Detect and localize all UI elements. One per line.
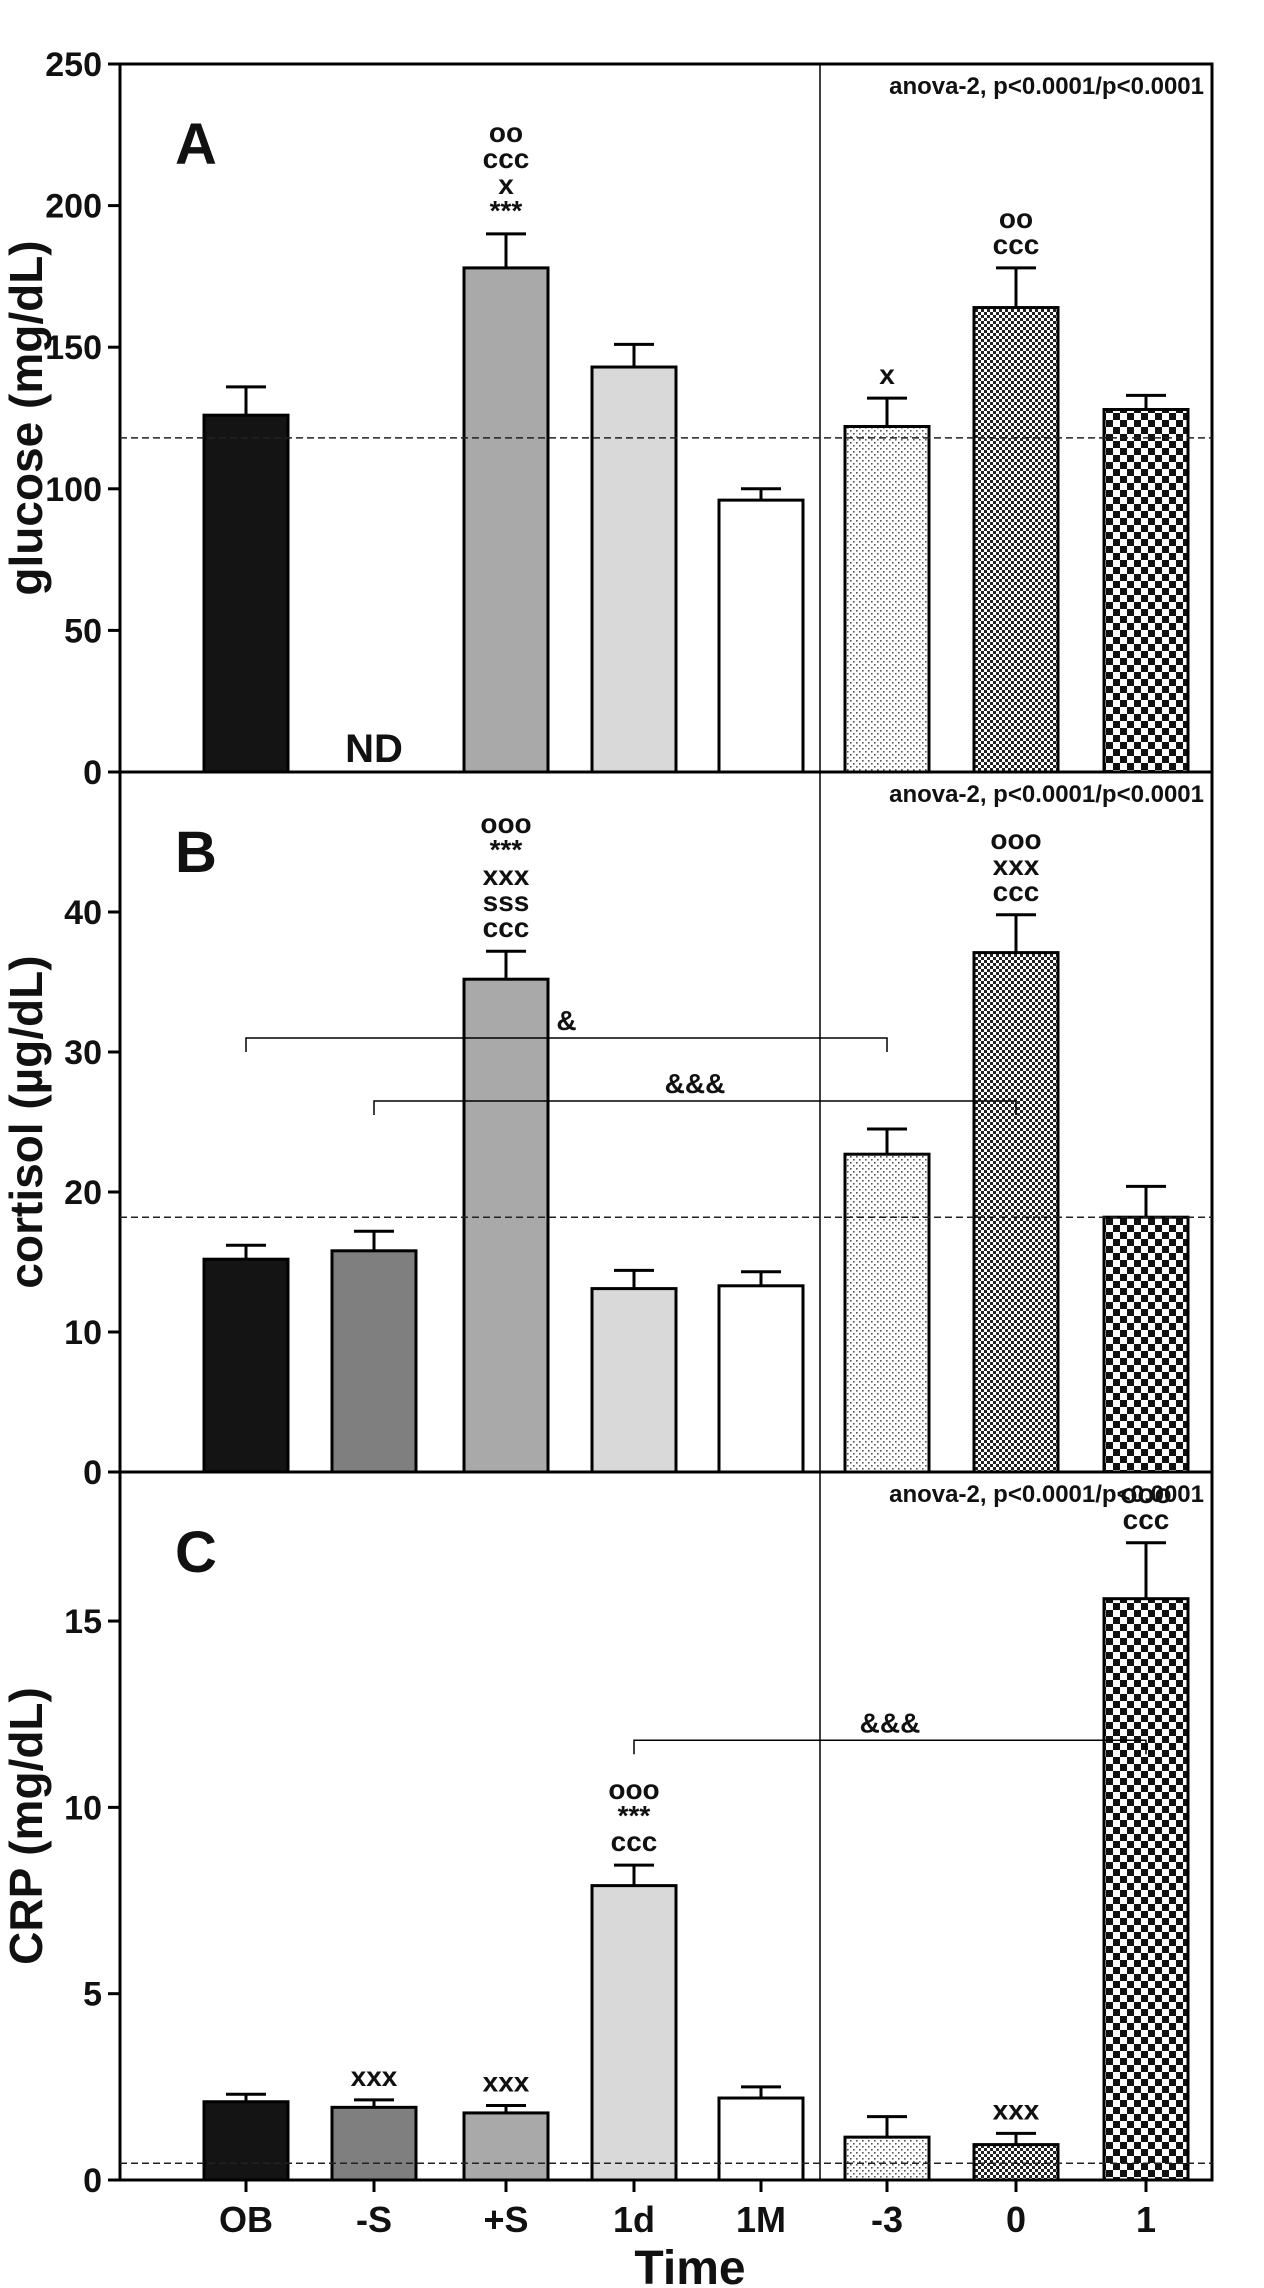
panel-b-significance-0: ccc [993,876,1040,907]
panel-b-bracket-label: & [556,1005,576,1036]
panel-b-bar-+S [462,977,550,1474]
panel-b-ylabel: cortisol (µg/dL) [0,955,52,1288]
panel-a-significance-+S: oo [489,117,523,148]
panel-a-bar-OB [202,413,290,774]
panel-c-significance-0: xxx [993,2094,1040,2125]
panel-c-ytick-label: 10 [64,1789,102,1827]
panel-c-significance-1d: ooo [608,1774,659,1805]
panel-a-bar-1 [1102,408,1190,774]
panel-c-significance-+S: xxx [483,2066,530,2097]
panel-b-ytick-label: 40 [64,894,102,932]
panel-a-ytick-label: 200 [45,188,102,226]
panel-b-significance-0: xxx [993,850,1040,881]
panel-c-ytick-label: 5 [83,1976,102,2014]
panel-a-letter: A [175,112,217,177]
panel-b-bar--3 [843,1152,931,1474]
panel-b-ytick-label: 0 [83,1454,102,1492]
panel-c-bar-1M [717,2096,805,2182]
panel-c-significance--S: xxx [351,2061,398,2092]
panel-a-ylabel: glucose (mg/dL) [0,240,52,595]
panel-b-letter: B [175,820,217,885]
panel-c-significance-1: ccc [1123,1504,1170,1535]
panel-c-ylabel: CRP (mg/dL) [0,1687,52,1965]
panel-c-bar-OB [202,2100,290,2182]
panel-c-bracket [633,1739,1147,1755]
panel-a-significance-0: ccc [993,229,1040,260]
panel-b-significance-+S: ooo [480,808,531,839]
panel-c-bar--S [330,2105,418,2182]
panel-a-significance-+S: *** [490,195,523,226]
panel-a-bar--3 [843,424,931,774]
panel-a-significance-0: oo [999,203,1033,234]
panel-a-significance-+S: x [498,169,514,200]
panel-c-bar-+S [462,2111,550,2182]
panel-b-anova-label: anova-2, p<0.0001/p<0.0001 [889,781,1204,808]
panel-a-value-label--S: ND [345,727,403,771]
category-label-OB: OB [219,2199,273,2240]
category-label--3: -3 [871,2199,903,2240]
panel-b-bracket [245,1037,888,1052]
panel-b-significance-+S: sss [483,886,530,917]
category-label-1d: 1d [613,2199,655,2240]
panel-a-bar-1d [590,365,678,774]
panel-b-significance-0: ooo [990,824,1041,855]
panel-c-ytick-label: 15 [64,1603,102,1641]
panel-c-bar-0 [972,2143,1060,2182]
panel-c-bar--3 [843,2135,931,2182]
panel-b-bar-OB [202,1257,290,1474]
panel-a-bar-+S [462,266,550,774]
panel-c-significance-1d: ccc [611,1826,658,1857]
panel-a-ytick-label: 250 [45,46,102,84]
category-label-+S: +S [483,2199,528,2240]
panel-b-bar-1 [1102,1215,1190,1474]
panel-b-bar--S [330,1249,418,1474]
panel-b-ytick-label: 20 [64,1174,102,1212]
x-axis-label: Time [634,2242,745,2288]
panel-c-significance-1: ooo [1120,1478,1171,1509]
panel-b-bracket [373,1100,1017,1115]
panel-b-ytick-label: 30 [64,1034,102,1072]
panel-c-letter: C [175,1520,217,1585]
category-label-1M: 1M [736,2199,786,2240]
panel-b-bracket-label: &&& [665,1068,726,1099]
panel-b-bar-1M [717,1284,805,1474]
category-label--S: -S [356,2199,392,2240]
panel-a-ytick-label: 0 [83,754,102,792]
panel-c-significance-1d: *** [618,1800,651,1831]
panel-a-bar-0 [972,306,1060,774]
panel-c-anova-label: anova-2, p<0.0001/p<0.0001 [889,1481,1204,1508]
panel-a-ytick-label: 150 [45,329,102,367]
panel-b-significance-+S: ccc [483,912,530,943]
panel-a-significance-+S: ccc [483,143,530,174]
panel-b-ytick-label: 10 [64,1314,102,1352]
panel-b-significance-+S: *** [490,834,523,865]
panel-c-bar-1d [590,1884,678,2182]
category-label-0: 0 [1006,2199,1026,2240]
panel-c-bracket-label: &&& [860,1707,921,1738]
panel-b-bar-1d [590,1287,678,1474]
panel-a-significance--3: x [879,359,895,390]
panel-a-bar-1M [717,498,805,774]
panel-a-ytick-label: 100 [45,471,102,509]
panel-b-bar-0 [972,951,1060,1474]
panel-a-anova-label: anova-2, p<0.0001/p<0.0001 [889,73,1204,100]
panel-c-ytick-label: 0 [83,2162,102,2200]
panel-a-ytick-label: 50 [64,612,102,650]
category-label-1: 1 [1136,2199,1156,2240]
panel-c-bar-1 [1102,1597,1190,2182]
panel-b-significance-+S: xxx [483,860,530,891]
